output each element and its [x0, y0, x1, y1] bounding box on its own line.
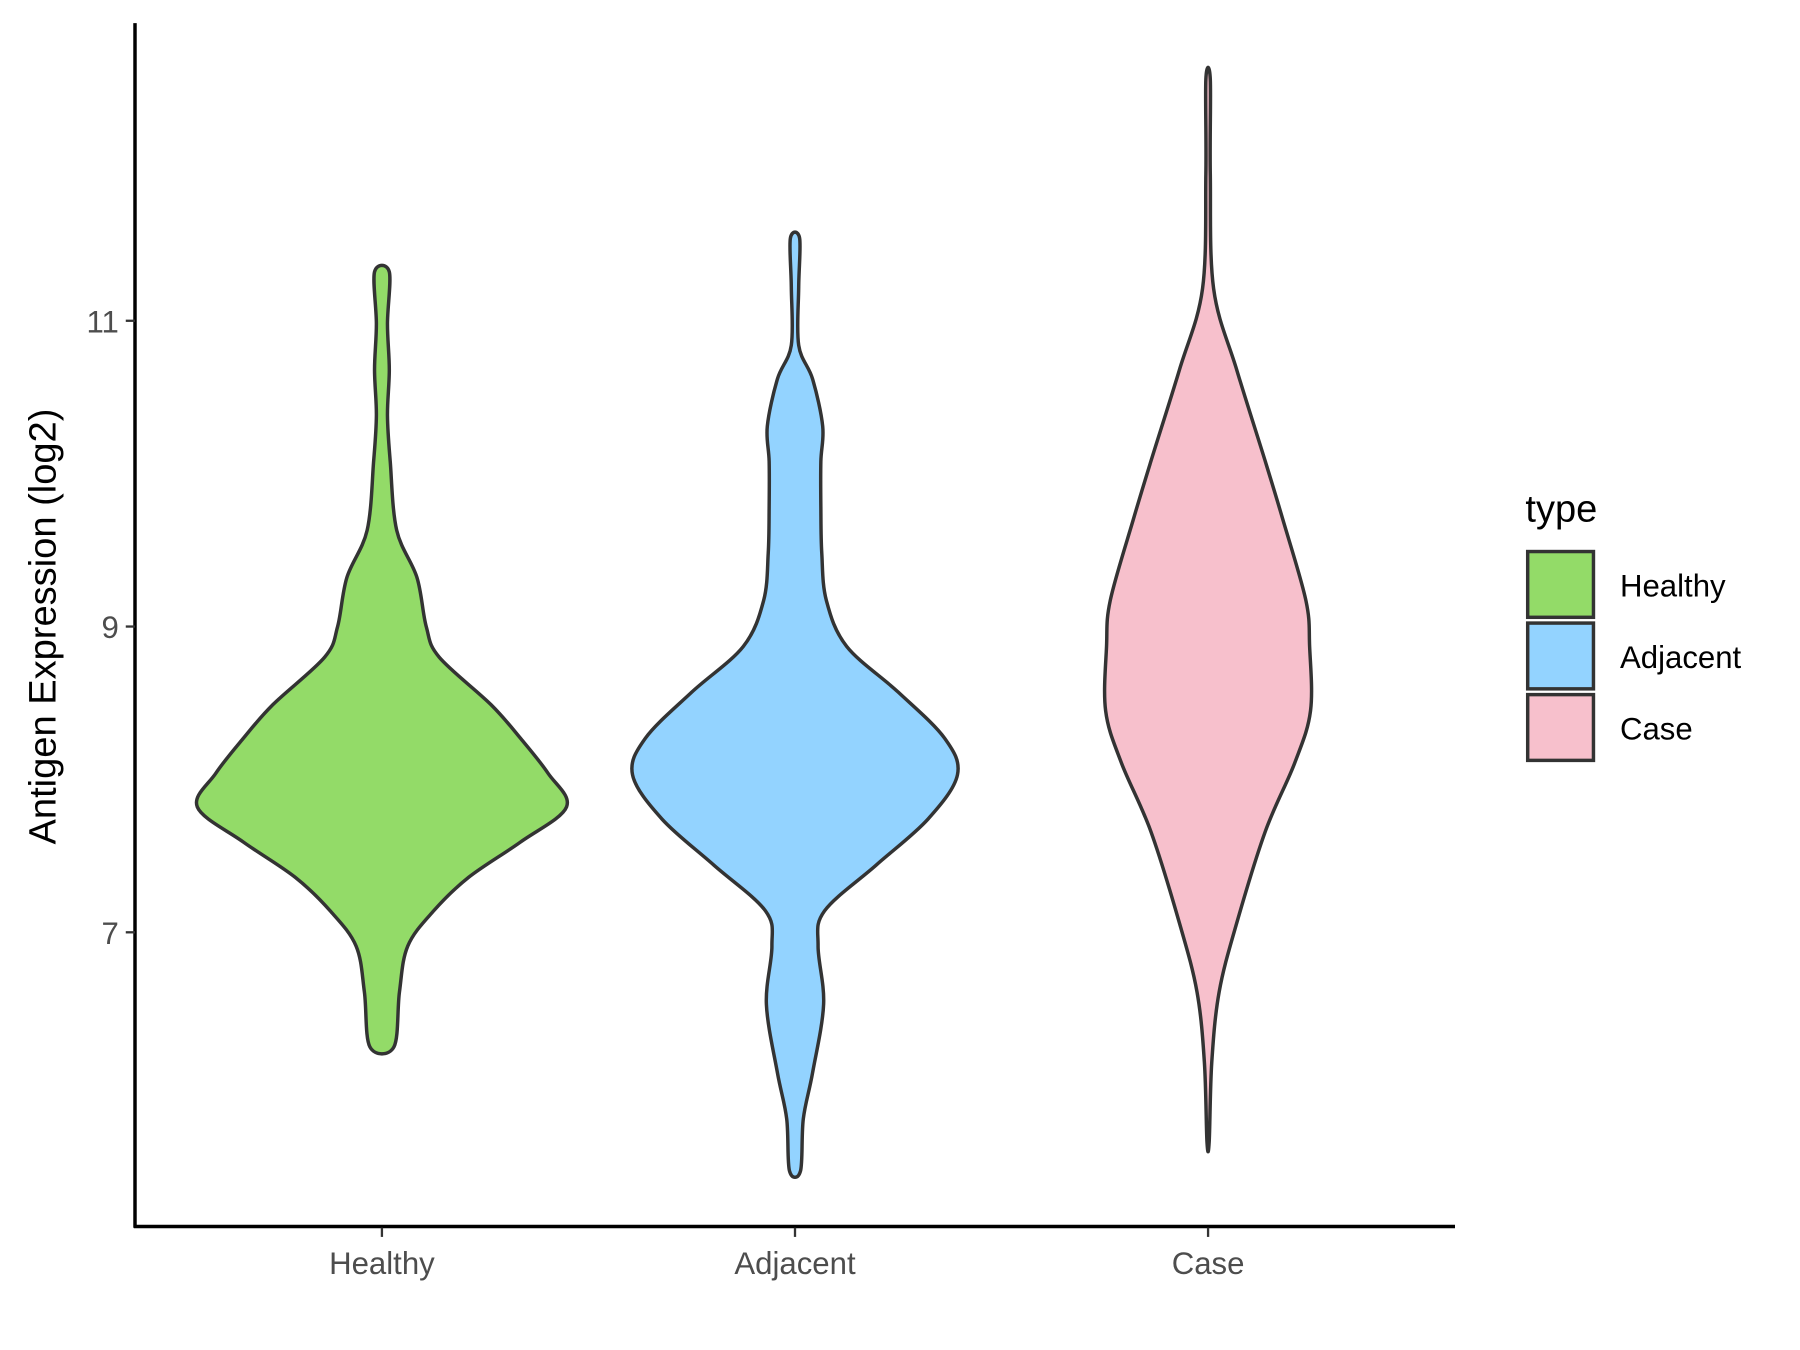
violin-case	[1102, 65, 1314, 1154]
legend-swatch-healthy	[1525, 549, 1596, 620]
x-tick-label: Adjacent	[734, 1246, 856, 1281]
legend-title: type	[1525, 489, 1597, 531]
violin-healthy	[194, 263, 570, 1056]
violins	[194, 65, 1314, 1179]
y-tick-label: 11	[87, 304, 119, 339]
y-ticks: 7 9 11	[87, 304, 135, 951]
y-tick-label: 7	[102, 916, 119, 951]
y-axis-title: Antigen Expression (log2)	[22, 409, 64, 845]
legend-label: Adjacent	[1620, 640, 1742, 675]
y-tick-label: 9	[102, 610, 119, 645]
violin-adjacent	[630, 230, 960, 1179]
legend-label: Case	[1620, 712, 1693, 747]
legend-swatch-case	[1525, 692, 1596, 763]
x-tick-label: Healthy	[329, 1246, 435, 1281]
x-tick-label: Case	[1172, 1246, 1245, 1281]
legend: Healthy Adjacent Case	[1525, 549, 1742, 763]
legend-label: Healthy	[1620, 569, 1726, 604]
x-ticks: Healthy Adjacent Case	[329, 1227, 1245, 1281]
legend-swatch-adjacent	[1525, 621, 1596, 691]
